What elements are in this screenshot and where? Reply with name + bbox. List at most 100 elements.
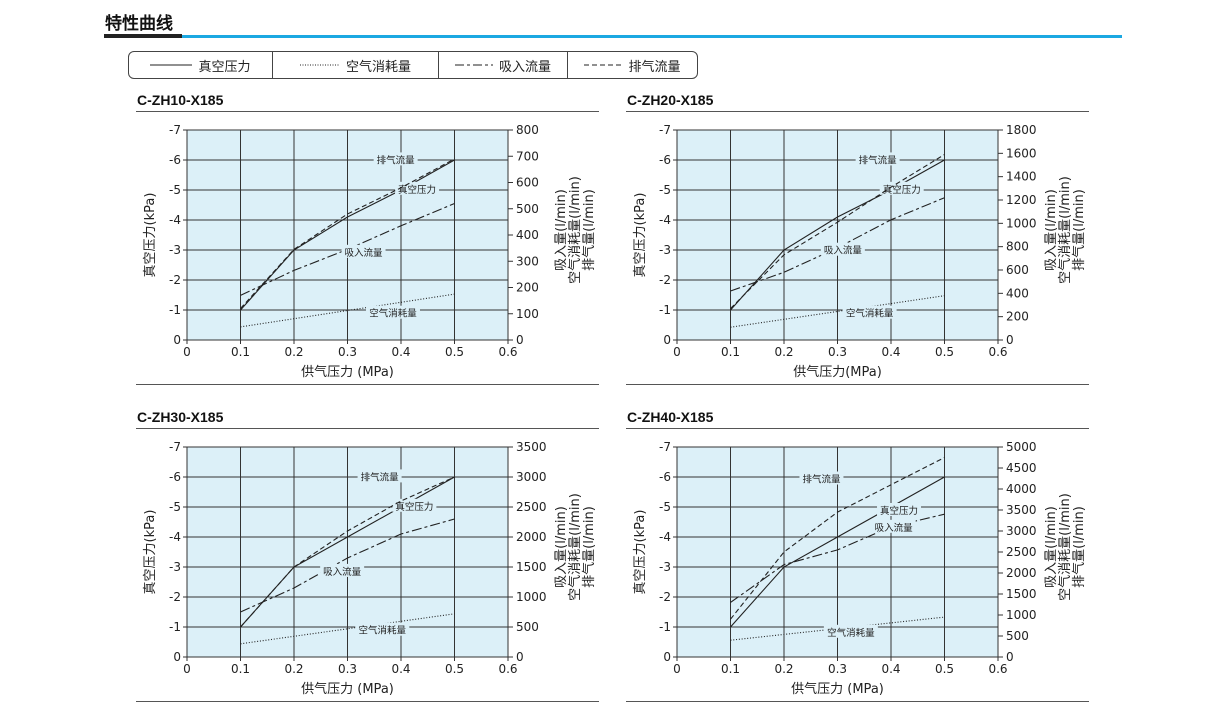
- y-right-axis-label: 排气量(l/min): [581, 506, 597, 588]
- series-label-bg: [877, 503, 922, 516]
- series-label-bg: [842, 305, 897, 319]
- y-right-tick-label: 4000: [1006, 482, 1037, 496]
- chart-bottom-rule: [136, 384, 599, 385]
- y-right-tick-label: 3500: [1006, 503, 1037, 517]
- y-left-tick-label: -5: [169, 183, 181, 197]
- y-right-tick-label: 0: [516, 333, 524, 347]
- series-label-bg: [879, 181, 924, 195]
- y-right-axis-label: 空气消耗量(l/min): [1057, 493, 1073, 601]
- y-left-tick-label: -4: [169, 213, 181, 227]
- legend-dashdot-line-icon: [454, 64, 493, 66]
- y-left-tick-label: -7: [659, 440, 671, 454]
- plot-frame: [676, 446, 999, 658]
- series-line-solid: [730, 159, 945, 311]
- series-label: 吸入流量: [824, 245, 863, 257]
- y-left-tick-label: -7: [659, 123, 671, 137]
- x-tick-label: 0.2: [284, 345, 303, 359]
- series-label: 空气消耗量: [359, 625, 407, 637]
- y-left-tick-label: -1: [169, 303, 181, 317]
- series-label: 排气流量: [377, 154, 416, 166]
- y-left-tick-label: -3: [169, 560, 181, 574]
- series-line-dotted: [730, 616, 945, 641]
- series-line-dashed: [730, 154, 945, 309]
- y-right-tick-label: 500: [1006, 629, 1029, 643]
- y-right-axis-label: 空气消耗量(l/min): [567, 493, 583, 601]
- legend-label: 真空压力: [198, 59, 251, 75]
- series-label: 真空压力: [395, 501, 433, 513]
- chart-title-rule: [136, 111, 599, 112]
- y-right-axis-label: 空气消耗量(l/min): [567, 176, 583, 284]
- y-left-tick-label: -7: [169, 123, 181, 137]
- series-line-dashed: [240, 476, 455, 628]
- x-tick-label: 0.5: [935, 345, 954, 359]
- y-right-tick-label: 700: [516, 149, 539, 163]
- x-tick-label: 0.4: [881, 345, 900, 359]
- y-right-axis-label: 吸入量(l/min): [1044, 506, 1059, 588]
- y-right-tick-label: 4500: [1006, 461, 1037, 475]
- x-tick-label: 0.1: [231, 345, 250, 359]
- series-label-bg: [392, 498, 437, 512]
- y-left-tick-label: -4: [169, 530, 181, 544]
- y-right-axis-label: 排气量(l/min): [1071, 506, 1087, 588]
- y-left-tick-label: 0: [663, 333, 671, 347]
- y-left-axis-label: 真空压力(kPa): [633, 510, 648, 595]
- y-right-tick-label: 2000: [1006, 566, 1037, 580]
- section-accent-rule: [182, 35, 1122, 38]
- x-tick-label: 0: [183, 662, 191, 676]
- x-tick-label: 0.1: [231, 662, 250, 676]
- x-tick-label: 0.3: [828, 345, 847, 359]
- series-line-dotted: [240, 613, 455, 645]
- x-tick-label: 0.1: [721, 662, 740, 676]
- x-tick-label: 0.3: [338, 345, 357, 359]
- y-right-tick-label: 600: [1006, 263, 1029, 277]
- y-left-tick-label: -6: [169, 153, 181, 167]
- y-right-tick-label: 500: [516, 620, 539, 634]
- y-right-tick-label: 3000: [1006, 524, 1037, 538]
- y-right-tick-label: 400: [1006, 286, 1029, 300]
- y-left-tick-label: -5: [659, 500, 671, 514]
- plot-frame: [186, 129, 509, 341]
- legend-solid-line-icon: [150, 64, 193, 66]
- series-label-bg: [799, 471, 844, 485]
- y-right-tick-label: 1000: [1006, 608, 1037, 622]
- x-tick-label: 0.6: [498, 345, 517, 359]
- y-right-tick-label: 200: [516, 281, 539, 295]
- y-left-tick-label: -5: [659, 183, 671, 197]
- chart-title-rule: [626, 428, 1089, 429]
- series-label-bg: [355, 622, 410, 636]
- y-right-tick-label: 2500: [1006, 545, 1037, 559]
- y-right-axis-label: 排气量(l/min): [1071, 189, 1087, 271]
- chart-bottom-rule: [626, 701, 1089, 702]
- series-label-bg: [855, 152, 900, 166]
- chart-title-rule: [626, 111, 1089, 112]
- legend: 真空压力 空气消耗量 吸入流量 排气流量: [128, 51, 698, 79]
- series-line-solid: [240, 159, 455, 311]
- series-label-bg: [320, 563, 365, 577]
- series-line-dashed: [730, 457, 945, 620]
- x-tick-label: 0.1: [721, 345, 740, 359]
- legend-item-vacuum-pressure: 真空压力: [129, 52, 273, 78]
- legend-item-air-consumption: 空气消耗量: [273, 52, 439, 78]
- x-tick-label: 0.4: [391, 662, 410, 676]
- x-tick-label: 0.2: [774, 345, 793, 359]
- series-label: 排气流量: [859, 154, 898, 166]
- series-label-bg: [341, 244, 386, 258]
- series-label-bg: [365, 305, 420, 319]
- series-label: 空气消耗量: [369, 308, 417, 320]
- y-left-tick-label: -6: [659, 153, 671, 167]
- legend-label: 吸入流量: [498, 59, 551, 75]
- y-right-tick-label: 1800: [1006, 123, 1037, 137]
- y-right-tick-label: 1200: [1006, 193, 1037, 207]
- y-left-tick-label: -6: [659, 470, 671, 484]
- y-right-tick-label: 3500: [516, 440, 547, 454]
- y-right-tick-label: 300: [516, 254, 539, 268]
- y-left-tick-label: -3: [169, 243, 181, 257]
- x-axis-label: 供气压力(MPa): [793, 364, 882, 380]
- y-right-tick-label: 0: [1006, 650, 1014, 664]
- legend-item-exhaust-flow: 排气流量: [568, 52, 697, 78]
- x-tick-label: 0.3: [828, 662, 847, 676]
- x-tick-label: 0.3: [338, 662, 357, 676]
- y-left-tick-label: -2: [169, 590, 181, 604]
- y-right-axis-label: 排气量(l/min): [581, 189, 597, 271]
- y-left-tick-label: -1: [659, 620, 671, 634]
